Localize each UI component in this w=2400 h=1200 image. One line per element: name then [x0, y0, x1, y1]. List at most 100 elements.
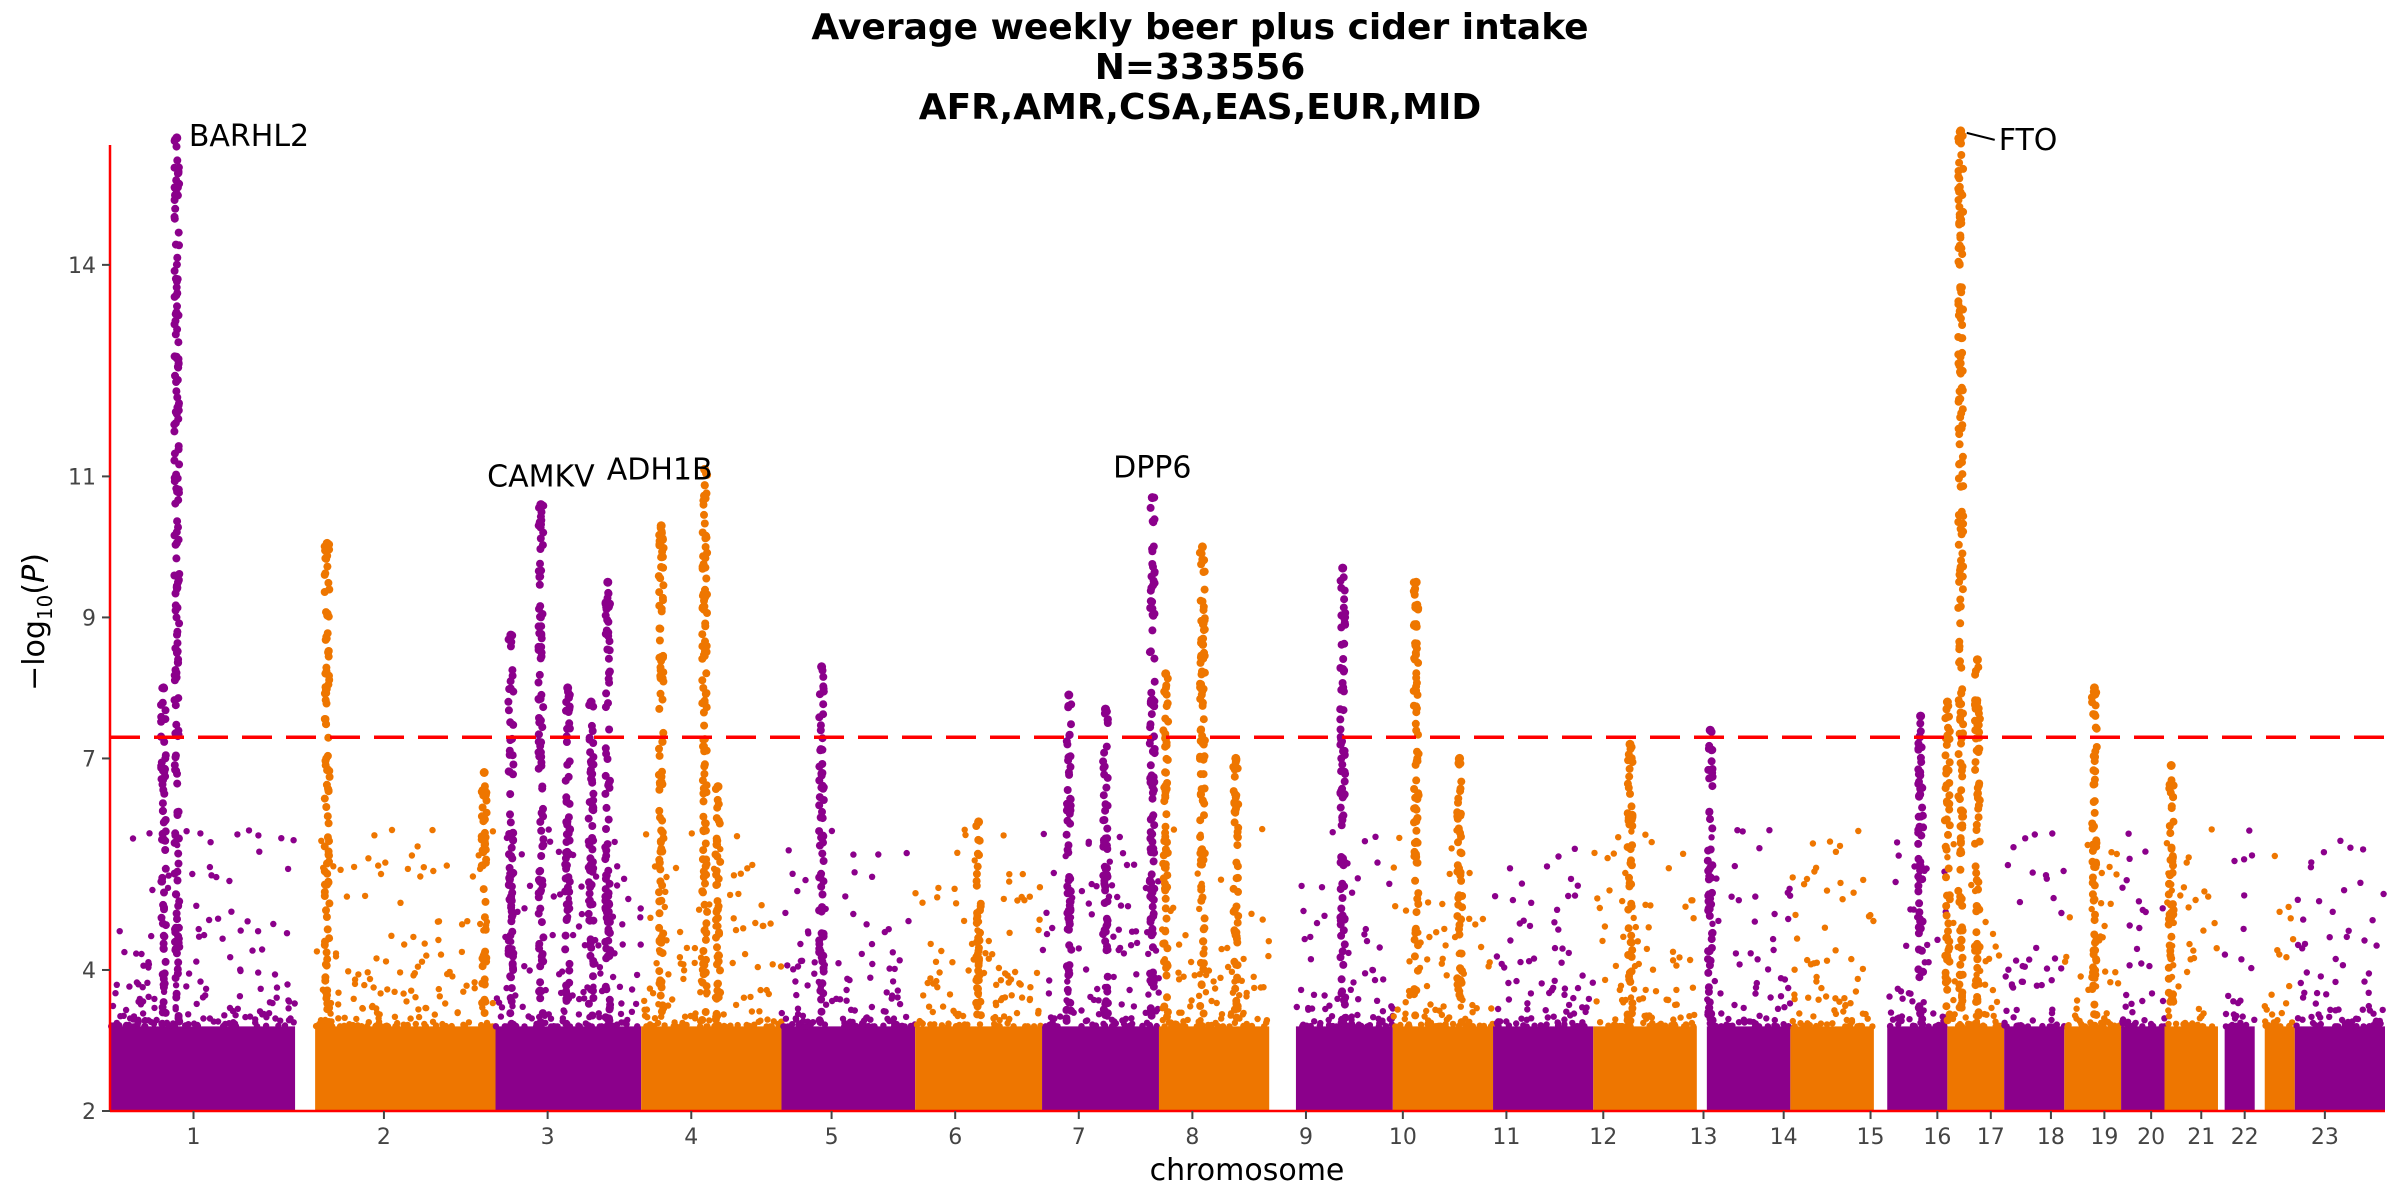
chromosome-band-5: [781, 1026, 916, 1111]
peak-19: [1229, 753, 1243, 1022]
chromosome-band-23: [2294, 1026, 2385, 1111]
chromosome-band-19: [2121, 1026, 2165, 1111]
x-tick-label: 15: [1857, 1125, 1885, 1150]
x-tick-label: 8: [1185, 1125, 1199, 1150]
x-tick-label: 3: [541, 1125, 555, 1150]
peak-22: [1453, 753, 1467, 1027]
peak-5: [534, 500, 548, 1027]
chromosome-points-4: [641, 830, 785, 1030]
x-tick-label: 21: [2187, 1125, 2215, 1150]
peak-2: [320, 538, 334, 1026]
x-tick-label: 7: [1072, 1125, 1086, 1150]
chromosome-band-4: [641, 1026, 782, 1111]
x-tick-label: 23: [2311, 1125, 2339, 1150]
peak-18: [1195, 542, 1209, 1018]
chromosome-points-12: [1591, 828, 1698, 1030]
chromosome-band-18: [2064, 1026, 2122, 1111]
chromosome-band-9: [1295, 1026, 1393, 1111]
peak-8: [601, 577, 615, 1025]
chromosome-points-8: [1159, 825, 1273, 1030]
chromosome-points-22: [2261, 852, 2297, 1030]
x-tick-label: 20: [2137, 1125, 2165, 1150]
peak-23: [1623, 739, 1637, 1031]
peak-21: [1409, 577, 1423, 1020]
peak-4: [504, 630, 518, 1030]
peak-9: [654, 521, 668, 1016]
peak-30: [2164, 761, 2178, 1006]
peak-12: [815, 662, 828, 1027]
chromosome-points-23: [2293, 837, 2387, 1030]
chromosome-points-15: [1886, 839, 1949, 1030]
peak-24: [1703, 725, 1717, 1028]
x-tick-label: 2: [377, 1125, 391, 1150]
chromosome-band-6: [915, 1026, 1043, 1111]
peak-15: [1099, 704, 1112, 1019]
peak-27: [1954, 126, 1968, 1012]
chromosome-band-21: [2224, 1026, 2255, 1111]
chromosome-band-8: [1158, 1026, 1270, 1111]
peak-13: [972, 817, 985, 1020]
chromosome-points-5: [778, 827, 918, 1030]
peak-14: [1062, 690, 1076, 1025]
peak-1: [157, 683, 170, 1028]
peak-10: [698, 464, 712, 1024]
x-tick-label: 5: [825, 1125, 839, 1150]
chromosome-band-17: [2004, 1026, 2065, 1111]
y-tick-label: 4: [82, 959, 96, 984]
chromosome-points-10: [1390, 827, 1496, 1030]
peak-7: [584, 697, 598, 1020]
chart-title-line-2: N=333556: [1094, 47, 1306, 88]
gene-label-adh1b: ADH1B: [607, 452, 713, 487]
peak-29: [2087, 683, 2101, 1030]
chromosome-band-3: [495, 1026, 642, 1111]
x-tick-label: 16: [1923, 1125, 1951, 1150]
points-layer: [108, 126, 2387, 1111]
chromosome-band-7: [1042, 1026, 1159, 1111]
chromosome-band-2: [315, 1026, 496, 1111]
chromosome-band-1: [110, 1026, 296, 1111]
x-tick-label: 19: [2090, 1125, 2118, 1150]
peak-6: [561, 683, 575, 1028]
chromosome-band-12: [1593, 1026, 1697, 1111]
chromosome-points-13: [1704, 827, 1794, 1030]
y-tick-label: 9: [82, 606, 96, 631]
chromosome-band-15: [1887, 1026, 1948, 1111]
x-tick-label: 12: [1589, 1125, 1617, 1150]
chromosome-band-11: [1493, 1026, 1594, 1111]
x-tick-label: 14: [1770, 1125, 1798, 1150]
chart-title: Average weekly beer plus cider intake N=…: [0, 8, 2400, 128]
peak-17: [1159, 669, 1173, 1021]
y-tick-label: 2: [82, 1100, 96, 1125]
x-tick-label: 9: [1299, 1125, 1313, 1150]
chromosome-band-16: [1947, 1026, 2005, 1111]
x-tick-label: 4: [684, 1125, 698, 1150]
peak-3: [477, 768, 491, 1017]
gene-label-barhl2: BARHL2: [189, 119, 309, 154]
gene-label-camkv: CAMKV: [487, 460, 595, 495]
gene-label-dpp6: DPP6: [1113, 451, 1191, 486]
gene-label-fto: FTO: [1999, 123, 2058, 158]
x-tick-label: 11: [1492, 1125, 1520, 1150]
x-tick-label: 22: [2231, 1125, 2259, 1150]
peak-25: [1914, 711, 1928, 1024]
peak-26: [1940, 697, 1954, 1025]
chromosome-band-20: [2164, 1026, 2218, 1111]
chromosome-points-2: [312, 826, 499, 1030]
peak-0: [170, 133, 184, 1026]
chromosome-points-19: [2119, 830, 2168, 1030]
y-tick-label: 11: [68, 465, 96, 490]
x-tick-label: 10: [1389, 1125, 1417, 1150]
peak-16: [1145, 493, 1159, 1020]
chromosome-points-6: [912, 826, 1044, 1030]
chromosome-points-21: [2221, 827, 2258, 1030]
x-tick-label: 6: [948, 1125, 962, 1150]
y-tick-label: 14: [68, 254, 96, 279]
chart-title-line-1: Average weekly beer plus cider intake: [811, 7, 1589, 48]
chromosome-band-22: [2264, 1026, 2295, 1111]
peak-20: [1336, 563, 1350, 1028]
labels-layer: BARHL2 CAMKV ADH1B DPP6 FTO: [189, 119, 2058, 495]
chromosome-band-10: [1392, 1026, 1494, 1111]
chromosome-points-9: [1293, 829, 1397, 1030]
gene-label-leader-fto: [1966, 131, 1995, 141]
